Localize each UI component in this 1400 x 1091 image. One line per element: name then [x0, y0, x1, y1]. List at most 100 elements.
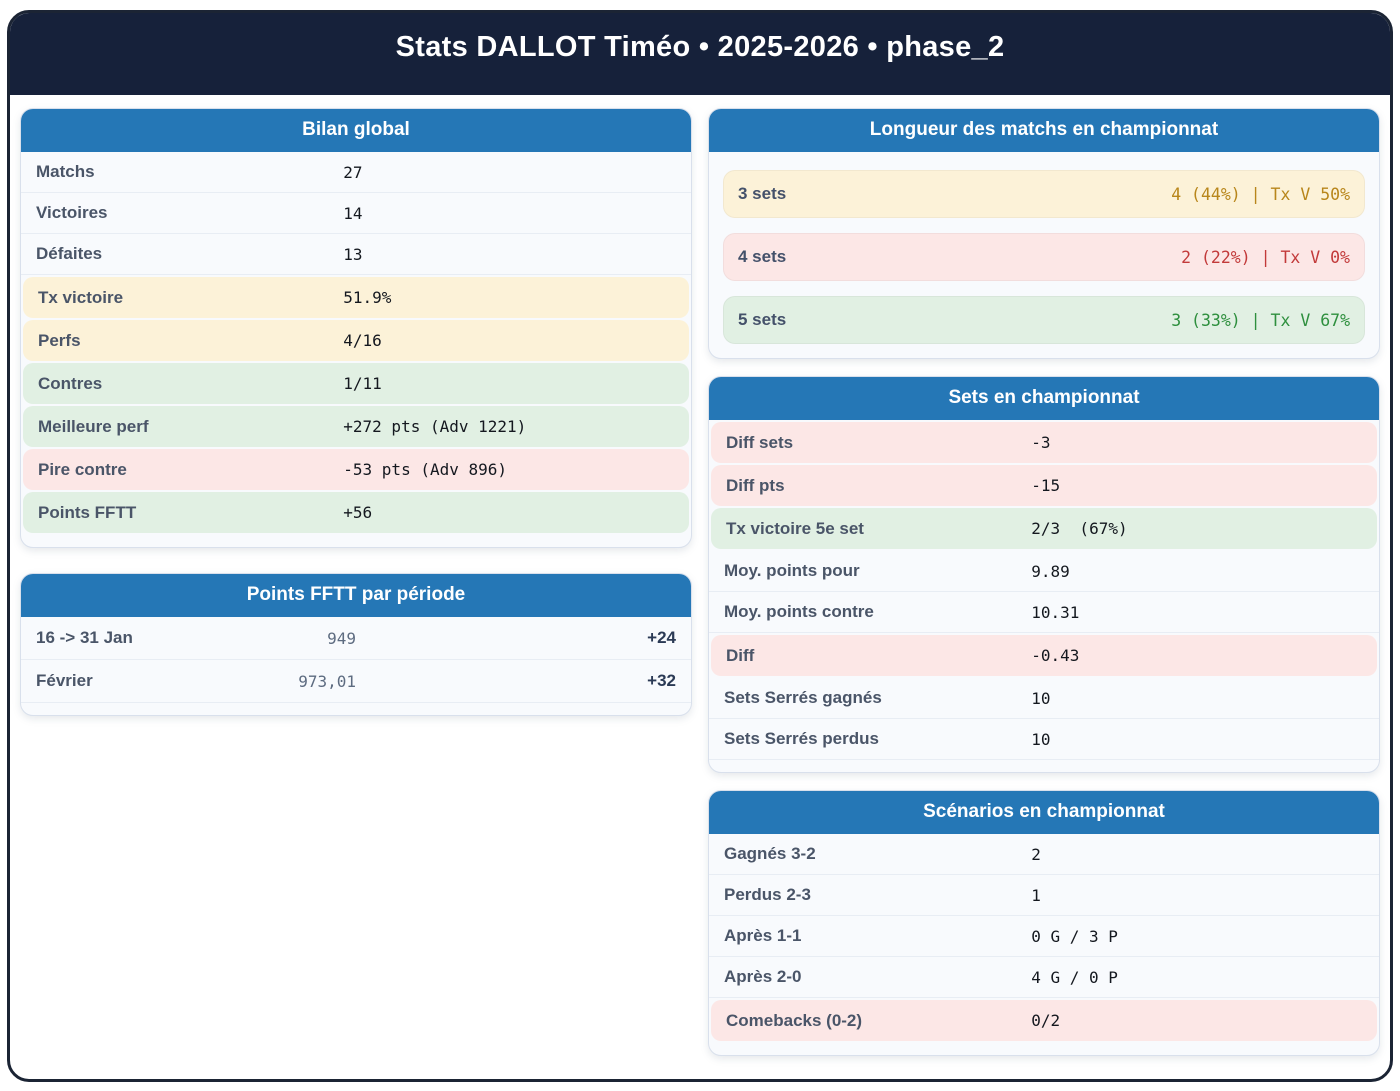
- period-delta: +24: [647, 628, 676, 647]
- stat-value: 4 (44%) | Tx V 50%: [1171, 184, 1350, 204]
- stat-row: Sets Serrés gagnés 10: [709, 678, 1379, 719]
- card-body: Gagnés 3-2 2 Perdus 2-3 1 Après 1-1 0 G …: [709, 834, 1379, 1055]
- card-longueur-matchs: Longueur des matchs en championnat 3 set…: [708, 108, 1380, 359]
- stat-row: Après 1-1 0 G / 3 P: [709, 916, 1379, 957]
- stat-label: Diff pts: [726, 475, 785, 495]
- card-body: Diff sets -3 Diff pts -15 Tx victoire 5e…: [709, 422, 1379, 772]
- card-title: Points FFTT par période: [21, 574, 691, 617]
- stat-label: Gagnés 3-2: [724, 844, 816, 863]
- stat-label: Pire contre: [38, 459, 127, 479]
- stat-label: Diff sets: [726, 432, 794, 452]
- period-label: Février: [36, 671, 93, 690]
- stat-row: Matchs 27: [21, 152, 691, 193]
- stat-label: 3 sets: [738, 184, 787, 203]
- card-title: Sets en championnat: [709, 377, 1379, 420]
- stat-label: Tx victoire 5e set: [726, 518, 864, 538]
- stat-value: +272 pts (Adv 1221): [343, 417, 527, 436]
- card-body: Matchs 27 Victoires 14 Défaites 13 Tx vi…: [21, 152, 691, 547]
- stat-row: Perfs 4/16: [23, 320, 689, 361]
- stat-row: Victoires 14: [21, 193, 691, 234]
- stat-value: 0/2: [1031, 1011, 1061, 1030]
- stat-label: Perfs: [38, 330, 81, 350]
- stat-value: +56: [343, 503, 373, 522]
- stat-row: Points FFTT +56: [23, 492, 689, 533]
- stat-label: Comebacks (0-2): [726, 1010, 863, 1030]
- stat-value: 10: [1031, 729, 1051, 749]
- card-sets-championnat: Sets en championnat Diff sets -3 Diff pt…: [708, 376, 1380, 773]
- stat-label: Tx victoire: [38, 287, 124, 307]
- card-title: Longueur des matchs en championnat: [709, 109, 1379, 152]
- stat-value: 13: [343, 244, 363, 264]
- stat-value: 2: [1031, 844, 1041, 864]
- period-points: 973,01: [298, 671, 356, 691]
- stat-value: -3: [1031, 433, 1051, 452]
- stat-value: -15: [1031, 476, 1061, 495]
- stat-row: Perdus 2-3 1: [709, 875, 1379, 916]
- stat-row: Pire contre -53 pts (Adv 896): [23, 449, 689, 490]
- stat-value: 10: [1031, 688, 1051, 708]
- stat-label: Sets Serrés gagnés: [724, 688, 882, 707]
- stat-row: Défaites 13: [21, 234, 691, 275]
- card-title: Bilan global: [21, 109, 691, 152]
- stat-label: Sets Serrés perdus: [724, 729, 879, 748]
- stat-value: 2/3 (67%): [1031, 519, 1128, 538]
- stat-row: Moy. points pour 9.89: [709, 551, 1379, 592]
- stat-label: Après 1-1: [724, 926, 802, 945]
- left-column: Bilan global Matchs 27 Victoires 14 Défa…: [20, 108, 692, 1056]
- stat-label: Défaites: [36, 244, 103, 263]
- stat-label: Meilleure perf: [38, 416, 149, 436]
- stat-row: Gagnés 3-2 2: [709, 834, 1379, 875]
- stat-value: 4/16: [343, 331, 382, 350]
- match-length-row: 3 sets 4 (44%) | Tx V 50%: [723, 170, 1365, 218]
- content-area: Bilan global Matchs 27 Victoires 14 Défa…: [10, 95, 1390, 1056]
- period-delta: +32: [647, 671, 676, 690]
- stat-label: Contres: [38, 373, 103, 393]
- stat-value: 2 (22%) | Tx V 0%: [1181, 247, 1350, 267]
- stat-row: Comebacks (0-2) 0/2: [711, 1000, 1377, 1041]
- stat-label: Moy. points contre: [724, 602, 874, 621]
- stat-row: Moy. points contre 10.31: [709, 592, 1379, 633]
- card-scenarios-championnat: Scénarios en championnat Gagnés 3-2 2 Pe…: [708, 790, 1380, 1056]
- stat-value: -53 pts (Adv 896): [343, 460, 508, 479]
- stat-value: 14: [343, 203, 363, 223]
- stat-row: Tx victoire 51.9%: [23, 277, 689, 318]
- stat-value: 3 (33%) | Tx V 67%: [1171, 310, 1350, 330]
- stat-value: 9.89: [1031, 561, 1070, 581]
- stat-value: 51.9%: [343, 288, 392, 307]
- card-points-fftt-periode: Points FFTT par période 16 -> 31 Jan 949…: [20, 573, 692, 716]
- card-body: 16 -> 31 Jan 949 +24 Février 973,01 +32: [21, 617, 691, 715]
- app-frame: Stats DALLOT Timéo • 2025-2026 • phase_2…: [7, 10, 1393, 1082]
- stat-value: 1/11: [343, 374, 382, 393]
- match-length-row: 4 sets 2 (22%) | Tx V 0%: [723, 233, 1365, 281]
- stat-label: Après 2-0: [724, 967, 802, 986]
- stat-label: Victoires: [36, 203, 108, 222]
- period-points: 949: [327, 628, 356, 648]
- stat-value: 4 G / 0 P: [1031, 967, 1118, 987]
- right-column: Longueur des matchs en championnat 3 set…: [708, 108, 1380, 1056]
- stat-label: Diff: [726, 645, 755, 665]
- stat-label: Perdus 2-3: [724, 885, 811, 904]
- stat-label: 5 sets: [738, 310, 787, 329]
- stat-value: 1: [1031, 885, 1041, 905]
- stat-row: Meilleure perf +272 pts (Adv 1221): [23, 406, 689, 447]
- stat-row: Diff sets -3: [711, 422, 1377, 463]
- stat-value: 0 G / 3 P: [1031, 926, 1118, 946]
- match-length-row: 5 sets 3 (33%) | Tx V 67%: [723, 296, 1365, 344]
- stat-label: Moy. points pour: [724, 561, 860, 580]
- stat-row: Diff -0.43: [711, 635, 1377, 676]
- stat-row: Sets Serrés perdus 10: [709, 719, 1379, 760]
- page-title: Stats DALLOT Timéo • 2025-2026 • phase_2: [395, 30, 1005, 63]
- stat-label: Points FFTT: [38, 502, 137, 522]
- stat-value: 27: [343, 162, 363, 182]
- stat-row: Diff pts -15: [711, 465, 1377, 506]
- stat-value: -0.43: [1031, 646, 1080, 665]
- stat-row: Contres 1/11: [23, 363, 689, 404]
- card-bilan-global: Bilan global Matchs 27 Victoires 14 Défa…: [20, 108, 692, 548]
- stat-row: Tx victoire 5e set 2/3 (67%): [711, 508, 1377, 549]
- page-header: Stats DALLOT Timéo • 2025-2026 • phase_2: [10, 13, 1390, 95]
- period-label: 16 -> 31 Jan: [36, 628, 133, 647]
- stat-value: 10.31: [1031, 602, 1080, 622]
- stat-row: Après 2-0 4 G / 0 P: [709, 957, 1379, 998]
- card-title: Scénarios en championnat: [709, 791, 1379, 834]
- period-row: 16 -> 31 Jan 949 +24: [21, 617, 691, 660]
